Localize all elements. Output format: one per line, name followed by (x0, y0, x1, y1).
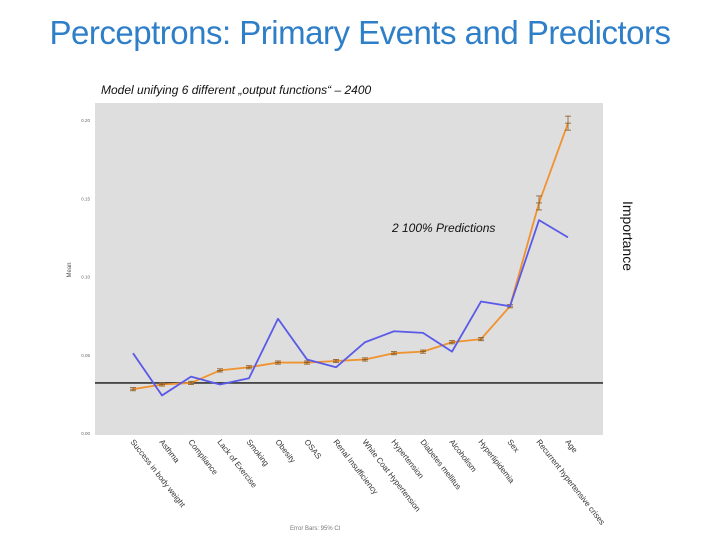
series-line-1 (132, 122, 569, 391)
chart-subtitle: Model unifying 6 different „output funct… (101, 83, 372, 97)
y-tick-label: 0.00 (81, 431, 90, 436)
y-tick-label: 0.05 (81, 353, 90, 358)
error-bar (188, 380, 194, 385)
slide-title: Perceptrons: Primary Events and Predicto… (49, 14, 671, 51)
x-tick-label: Success in body weight (128, 438, 187, 510)
predictions-annotation: 2 100% Predictions (392, 221, 496, 235)
x-tick-label: Sex (505, 438, 521, 454)
y-tick-label: 0.15 (81, 196, 90, 201)
error-bar (420, 349, 426, 354)
error-bar (304, 360, 310, 365)
x-tick-label: Smoking (244, 438, 270, 468)
y-tick-label: 0.20 (81, 118, 90, 123)
error-bar (391, 351, 397, 356)
series-group (130, 115, 571, 397)
error-bar (565, 115, 571, 131)
error-bar (275, 360, 281, 365)
y-axis: 0.20 0.15 0.10 0.05 0.00 (81, 118, 90, 436)
x-tick-label: Obesity (273, 438, 297, 465)
error-bar (130, 387, 136, 392)
x-tick-label: OSAS (302, 438, 323, 461)
error-bar (246, 365, 252, 370)
error-bar (449, 340, 455, 345)
importance-axis-label: Importance (620, 200, 636, 272)
error-bar (362, 357, 368, 362)
series-line-2 (132, 219, 569, 397)
x-tick-label: Compliance (186, 438, 219, 477)
error-bar (536, 195, 542, 211)
error-bars-note: Error Bars: 95% CI (290, 526, 341, 532)
y-tick-label: 0.10 (81, 275, 90, 280)
x-tick-label: Age (563, 438, 579, 455)
error-bar (478, 337, 484, 342)
error-bar (333, 359, 339, 364)
error-bar (217, 368, 223, 373)
x-tick-label: White Coat Hypertension (360, 438, 422, 514)
x-tick-label: Asthma (157, 438, 181, 465)
y-axis-label: Mean (67, 262, 73, 277)
error-bar (159, 382, 165, 387)
plot-area (95, 103, 603, 435)
x-tick-label: Alcoholism (447, 438, 478, 474)
